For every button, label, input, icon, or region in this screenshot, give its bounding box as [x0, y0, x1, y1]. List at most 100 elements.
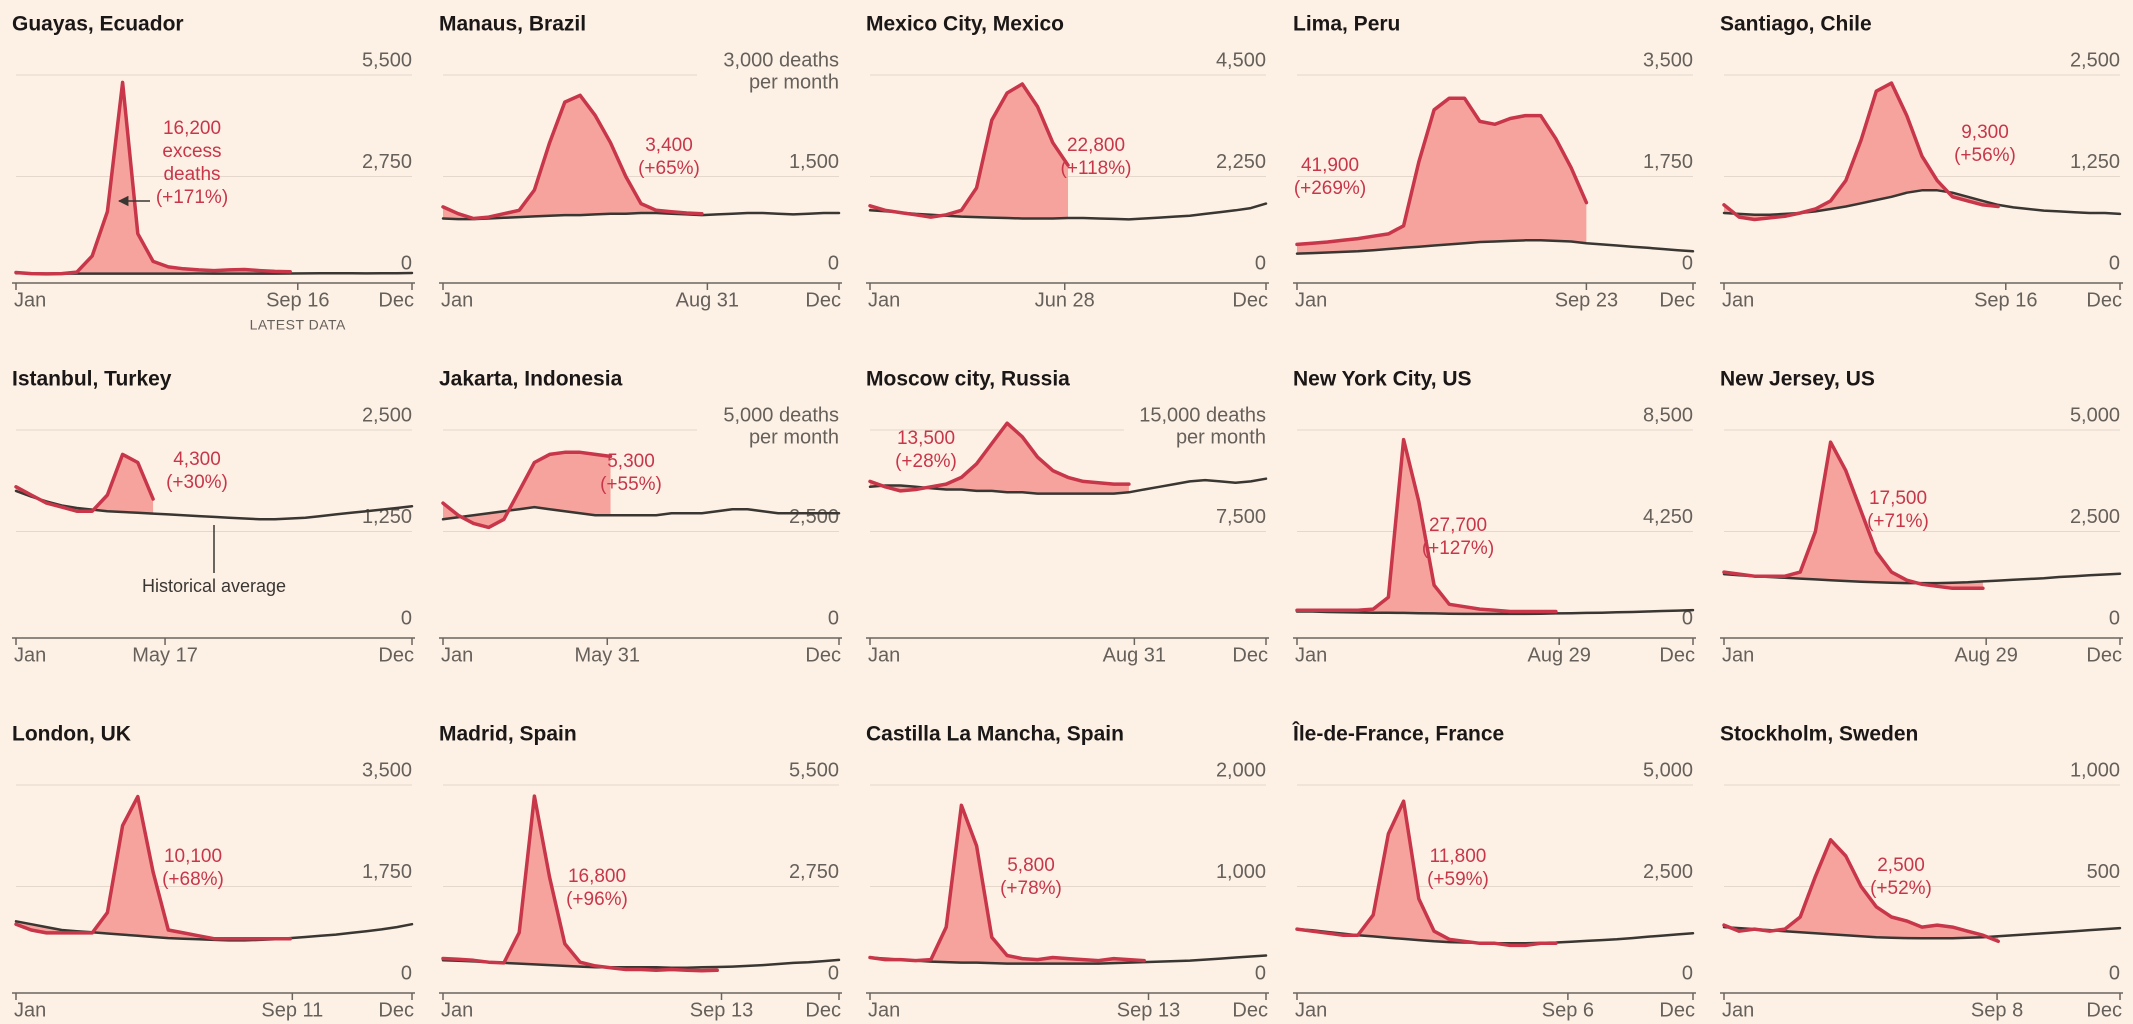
current-year-line — [14, 452, 155, 513]
y-tick-label: 8,500 — [1643, 404, 1693, 426]
y-tick-label: 0 — [401, 607, 412, 629]
excess-area — [1724, 442, 1983, 589]
annotation: (+52%) — [1870, 878, 1932, 899]
panel-title: Madrid, Spain — [439, 723, 577, 746]
panel-title: Stockholm, Sweden — [1720, 723, 1918, 746]
annotation: 4,300 — [173, 449, 221, 470]
excess-area — [443, 452, 611, 528]
x-tick-label: Aug 31 — [676, 289, 739, 311]
x-tick-label: May 17 — [132, 644, 198, 666]
y-tick-label: 2,500 — [789, 506, 839, 528]
annotation: 16,800 — [568, 866, 626, 887]
annotation: (+171%) — [156, 187, 228, 208]
x-note: LATEST DATA — [250, 317, 346, 333]
annotation: (+118%) — [1061, 158, 1132, 179]
x-tick-label: Dec — [1232, 644, 1268, 666]
x-tick-label: Jan — [14, 644, 46, 666]
annotation: 22,800 — [1067, 135, 1125, 156]
y-tick-label: 5,000 — [1643, 759, 1693, 781]
x-tick-label: Dec — [1232, 289, 1268, 311]
current-year-line — [1722, 440, 1985, 591]
historical-average-line — [14, 489, 414, 521]
y-tick-label: 1,000 — [1216, 861, 1266, 883]
x-tick-label: Jan — [441, 289, 473, 311]
current-year-line — [1295, 799, 1558, 948]
y-tick-label: 0 — [828, 607, 839, 629]
y-tick-label: 3,500 — [362, 759, 412, 781]
annotation: 41,900 — [1301, 155, 1359, 176]
x-tick-label: Dec — [1659, 644, 1695, 666]
y-tick-label: 0 — [401, 252, 412, 274]
x-tick-label: Jan — [1295, 289, 1327, 311]
excess-area — [1724, 83, 1999, 220]
x-tick-label: Sep 6 — [1542, 999, 1594, 1021]
historical-average-line — [1295, 608, 1695, 616]
x-tick-label: Aug 31 — [1103, 644, 1166, 666]
panel-title: Guayas, Ecuador — [12, 13, 184, 36]
x-tick-label: Aug 29 — [1954, 644, 2017, 666]
x-tick-label: Jan — [1722, 999, 1754, 1021]
x-tick-label: Dec — [2086, 644, 2122, 666]
y-tick-label: 0 — [1255, 962, 1266, 984]
annotation: 16,200 — [163, 118, 221, 139]
annotation: (+55%) — [600, 474, 662, 495]
y-tick-label: 1,000 — [2070, 759, 2120, 781]
annotation: excess — [162, 141, 221, 162]
x-tick-label: Dec — [805, 289, 841, 311]
annotation: 10,100 — [164, 846, 222, 867]
y-tick-label: 3,500 — [1643, 49, 1693, 71]
annotation: (+269%) — [1294, 178, 1366, 199]
excess-area — [1724, 839, 1999, 942]
x-tick-label: Jan — [868, 999, 900, 1021]
excess-area — [16, 82, 291, 274]
panel-title: London, UK — [12, 723, 131, 746]
y-tick-label: 1,750 — [362, 861, 412, 883]
panel-title: Castilla La Mancha, Spain — [866, 723, 1124, 746]
panel-title: Île-de-France, France — [1292, 722, 1504, 746]
x-tick-label: Sep 16 — [266, 289, 329, 311]
annotation: (+65%) — [638, 158, 700, 179]
excess-area — [16, 454, 154, 514]
y-tick-label: 0 — [401, 962, 412, 984]
x-tick-label: Jan — [441, 644, 473, 666]
annotation: (+78%) — [1000, 878, 1062, 899]
y-tick-label: 2,500 — [2070, 49, 2120, 71]
x-tick-label: Sep 13 — [690, 999, 753, 1021]
y-tick-label: 0 — [1682, 607, 1693, 629]
y-tick-label: 2,250 — [1216, 151, 1266, 173]
historical-average-line — [868, 477, 1268, 495]
historical-average-line — [1722, 189, 2122, 216]
panel-title: Santiago, Chile — [1720, 13, 1872, 36]
x-tick-label: Jan — [1722, 289, 1754, 311]
y-unit-label: per month — [1176, 426, 1266, 448]
current-year-line — [1722, 838, 2000, 944]
annotation: (+56%) — [1954, 145, 2016, 166]
x-tick-label: Dec — [378, 644, 414, 666]
excess-area — [1297, 439, 1556, 614]
y-tick-label: 0 — [2109, 962, 2120, 984]
annotation: 3,400 — [645, 135, 693, 156]
x-tick-label: Jan — [1295, 644, 1327, 666]
series-label: Historical average — [142, 576, 286, 596]
y-tick-label: 7,500 — [1216, 506, 1266, 528]
x-tick-label: Jan — [441, 999, 473, 1021]
y-tick-label: 0 — [1682, 962, 1693, 984]
x-tick-label: Jan — [14, 289, 46, 311]
panel-title: Lima, Peru — [1293, 13, 1400, 36]
x-tick-label: Sep 8 — [1971, 999, 2023, 1021]
panel-title: Jakarta, Indonesia — [439, 368, 623, 391]
y-tick-label: 2,500 — [2070, 506, 2120, 528]
annotation: 2,500 — [1877, 855, 1925, 876]
x-tick-label: Jan — [1722, 644, 1754, 666]
x-tick-label: Dec — [805, 999, 841, 1021]
y-tick-label: 3,000 deaths — [723, 49, 839, 71]
current-year-line — [1295, 437, 1558, 614]
x-tick-label: Dec — [1232, 999, 1268, 1021]
y-tick-label: 5,500 — [362, 49, 412, 71]
annotation: 27,700 — [1429, 515, 1487, 536]
x-tick-label: May 31 — [574, 644, 640, 666]
x-tick-label: Dec — [805, 644, 841, 666]
x-tick-label: Jan — [14, 999, 46, 1021]
y-tick-label: 2,500 — [1643, 861, 1693, 883]
